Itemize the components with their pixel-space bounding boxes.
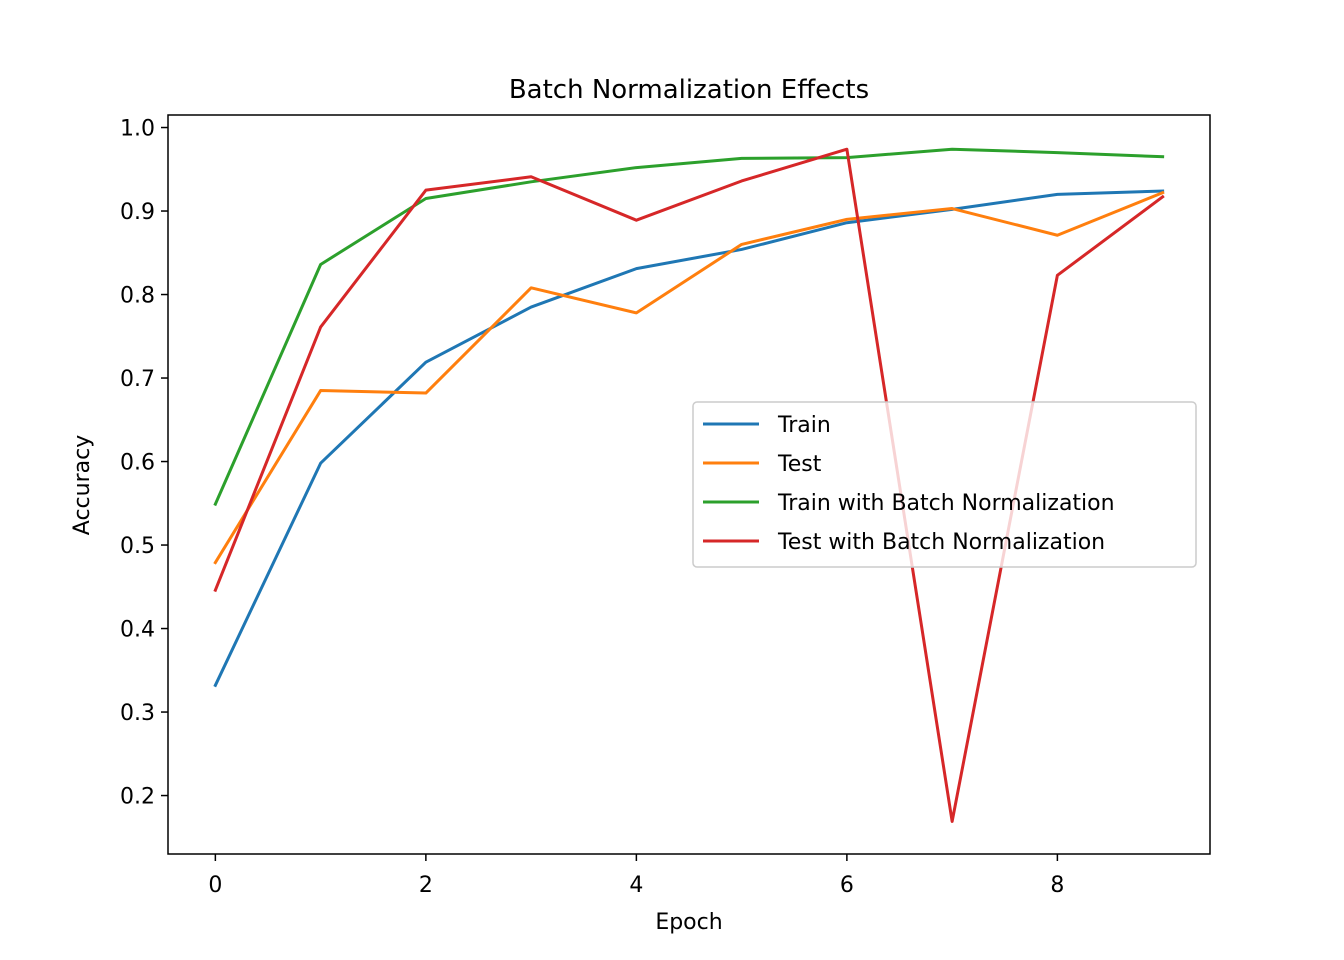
y-tick-label: 0.3 xyxy=(120,701,155,726)
series-line-3 xyxy=(213,147,1165,507)
y-tick-label: 0.4 xyxy=(120,618,155,643)
x-tick-label: 6 xyxy=(840,873,854,898)
legend-frame xyxy=(692,401,1197,568)
x-tick-label: 8 xyxy=(1050,873,1064,898)
y-tick-label: 0.5 xyxy=(120,534,155,559)
x-axis-label: Epoch xyxy=(655,910,722,935)
x-tick-label: 2 xyxy=(419,873,433,898)
plot-frame xyxy=(167,114,1211,855)
y-tick-label: 0.8 xyxy=(120,284,155,309)
legend-label-4: Test with Batch Normalization xyxy=(777,530,1105,555)
x-axis: 0 2 4 6 8 xyxy=(208,854,1064,898)
legend-label-1: Train xyxy=(777,413,831,438)
series-line-1 xyxy=(213,189,1165,688)
y-tick-label: 0.9 xyxy=(120,200,155,225)
x-tick-label: 4 xyxy=(629,873,643,898)
legend-label-3: Train with Batch Normalization xyxy=(777,491,1115,516)
x-tick-label: 0 xyxy=(208,873,222,898)
chart-title: Batch Normalization Effects xyxy=(509,75,869,105)
y-tick-label: 0.6 xyxy=(120,451,155,476)
y-tick-label: 0.2 xyxy=(120,785,155,810)
y-axis-label: Accuracy xyxy=(70,435,95,535)
y-tick-label: 1.0 xyxy=(120,117,155,142)
series-line-2 xyxy=(213,190,1165,565)
legend-label-2: Test xyxy=(777,452,822,477)
y-tick-label: 0.7 xyxy=(120,367,155,392)
legend: Train Test Train with Batch Normalization T… xyxy=(692,401,1197,568)
y-axis: 0.2 0.3 0.4 0.5 0.6 0.7 0.8 0.9 1.0 xyxy=(120,117,168,810)
